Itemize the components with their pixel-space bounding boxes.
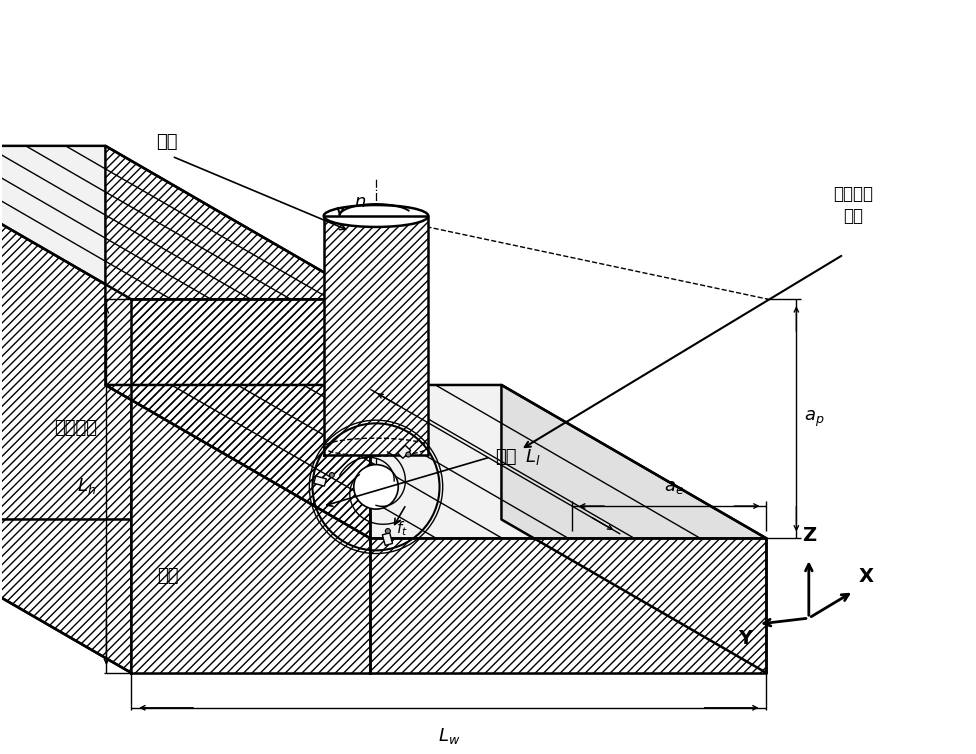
Text: 刀具进给
方向: 刀具进给 方向 — [834, 185, 874, 225]
Text: 刀片: 刀片 — [496, 448, 517, 466]
Text: $n$: $n$ — [354, 193, 366, 211]
Polygon shape — [0, 520, 766, 673]
Polygon shape — [324, 216, 428, 455]
Polygon shape — [502, 385, 766, 673]
Bar — [383, 533, 392, 545]
Circle shape — [329, 473, 335, 477]
Text: $L_w$: $L_w$ — [437, 725, 460, 746]
Polygon shape — [0, 146, 371, 299]
Bar — [314, 476, 326, 486]
Text: 加工余量: 加工余量 — [54, 419, 97, 437]
Polygon shape — [105, 146, 371, 538]
Polygon shape — [132, 299, 371, 673]
Text: $f_t$: $f_t$ — [396, 520, 408, 538]
Text: Y: Y — [738, 629, 752, 648]
Polygon shape — [0, 146, 132, 673]
Text: Z: Z — [801, 526, 816, 545]
Circle shape — [353, 464, 398, 509]
Text: $a_p$: $a_p$ — [804, 409, 825, 429]
Text: $L_l$: $L_l$ — [525, 446, 541, 467]
Polygon shape — [371, 538, 766, 673]
Text: $L_h$: $L_h$ — [77, 476, 97, 496]
Text: 刀杆: 刀杆 — [156, 133, 178, 152]
Text: X: X — [859, 567, 874, 586]
Ellipse shape — [324, 205, 428, 227]
Circle shape — [386, 529, 390, 534]
Text: $a_e$: $a_e$ — [665, 478, 684, 496]
Bar — [397, 445, 411, 458]
Polygon shape — [105, 385, 766, 538]
Text: 工件: 工件 — [157, 568, 179, 586]
Circle shape — [406, 452, 411, 457]
